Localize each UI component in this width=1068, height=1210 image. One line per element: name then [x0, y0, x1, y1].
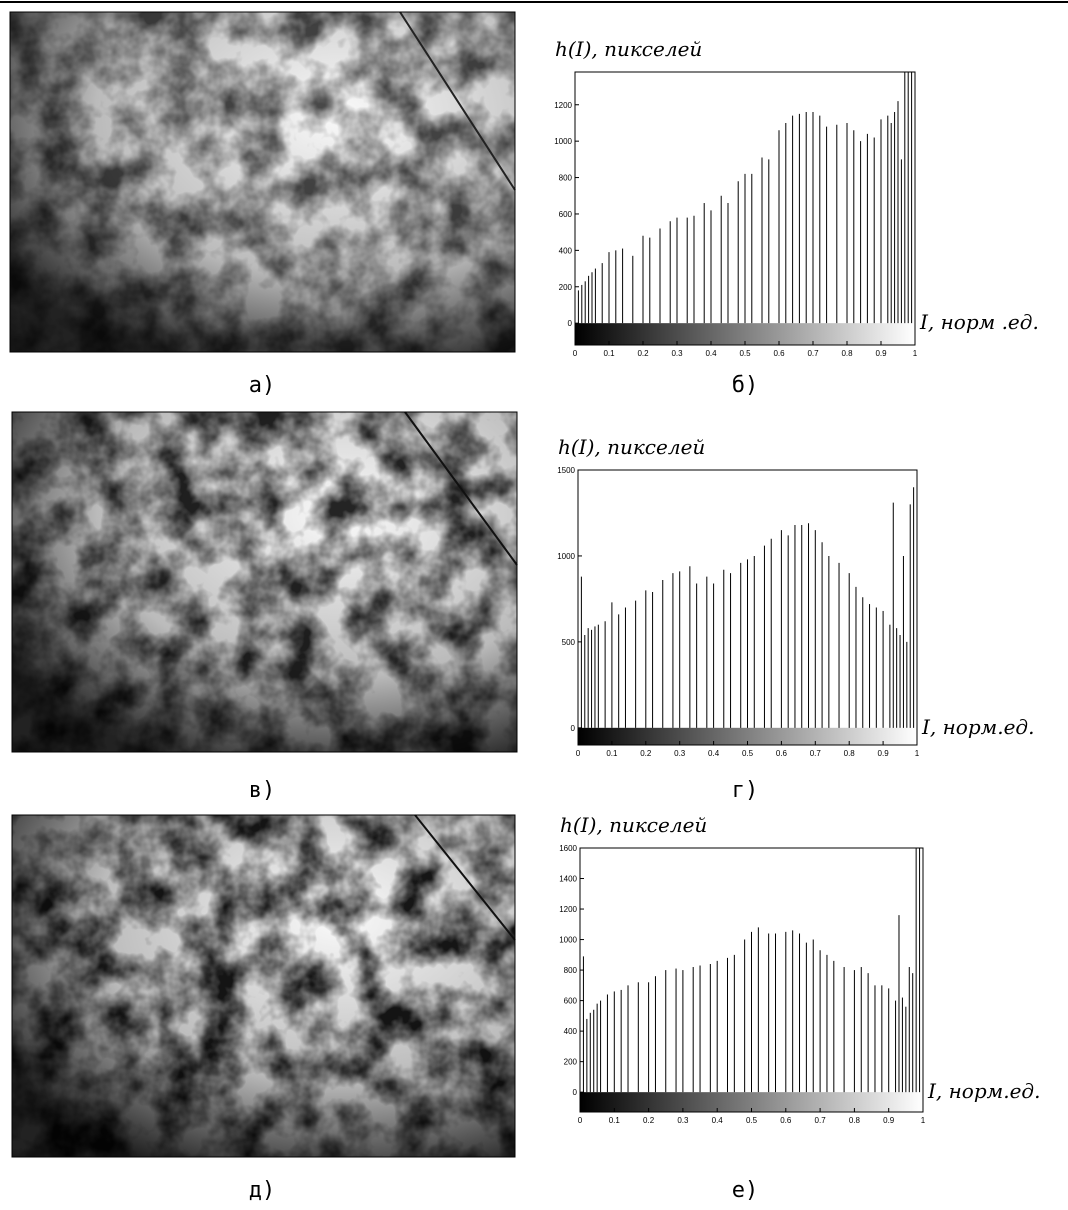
- x-tick-label: 0.3: [677, 1116, 689, 1125]
- x-tick-label: 0: [573, 349, 578, 358]
- x-tick-label: 0.5: [739, 349, 751, 358]
- axes-box: [577, 469, 918, 746]
- image-caption: в): [249, 778, 276, 803]
- y-tick-label: 200: [559, 283, 573, 292]
- x-tick-label: 0.9: [878, 749, 890, 758]
- x-tick-label: 0.2: [637, 349, 649, 358]
- x-tick-label: 0.1: [606, 749, 618, 758]
- intensity-colorbar: [580, 1092, 923, 1112]
- x-tick-label: 0.2: [640, 749, 652, 758]
- image-caption: а): [249, 373, 276, 398]
- axes-box: [579, 847, 924, 1113]
- x-tick-label: 0.6: [773, 349, 785, 358]
- x-axis-label: I, норм.ед.: [927, 1079, 1040, 1103]
- y-axis-label: h(I), пикселей: [555, 37, 702, 61]
- y-tick-label: 1200: [559, 905, 577, 914]
- y-tick-label: 1000: [557, 552, 575, 561]
- x-tick-label: 0.4: [712, 1116, 724, 1125]
- y-tick-label: 800: [564, 966, 578, 975]
- x-axis-label: I, норм .ед.: [919, 310, 1039, 334]
- x-tick-label: 0: [576, 749, 581, 758]
- y-tick-label: 500: [562, 638, 576, 647]
- x-tick-label: 1: [913, 349, 918, 358]
- chart-caption: г): [732, 778, 759, 803]
- y-tick-label: 0: [571, 724, 576, 733]
- y-tick-label: 400: [564, 1027, 578, 1036]
- axes-box: [574, 71, 916, 346]
- image-caption: д): [249, 1178, 276, 1203]
- x-tick-label: 0.1: [603, 349, 615, 358]
- image-a: [9, 11, 516, 353]
- y-tick-label: 600: [559, 210, 573, 219]
- image-d: [11, 814, 516, 1158]
- histogram: 0 200 400 600 800 1000 1200 1400 1600 0 0.1 0.2 0.3 0…: [559, 813, 1040, 1203]
- x-tick-label: 1: [915, 749, 920, 758]
- histogram: 0 200 400 600 800 1000 1200 0 0.1 0.2 0.3 0.4 0.5 0.6…: [554, 37, 1039, 398]
- y-tick-label: 200: [564, 1058, 578, 1067]
- y-tick-label: 0: [568, 319, 573, 328]
- histogram: 0 500 1000 1500 0 0.1 0.2 0.3 0.4 0.5 0.6 0.7 0.8 0.9…: [557, 435, 1034, 803]
- y-tick-label: 1000: [559, 936, 577, 945]
- y-tick-label: 0: [573, 1088, 578, 1097]
- x-tick-label: 0.8: [841, 349, 853, 358]
- y-tick-label: 1600: [559, 844, 577, 853]
- x-tick-label: 0.2: [643, 1116, 655, 1125]
- x-tick-label: 0.4: [708, 749, 720, 758]
- x-axis-label: I, норм.ед.: [921, 715, 1034, 739]
- x-tick-label: 0.8: [849, 1116, 861, 1125]
- y-tick-label: 1400: [559, 875, 577, 884]
- x-tick-label: 0.5: [746, 1116, 758, 1125]
- x-tick-label: 0.7: [810, 749, 822, 758]
- y-tick-label: 1000: [554, 137, 572, 146]
- x-tick-label: 0.8: [844, 749, 856, 758]
- y-tick-label: 1200: [554, 101, 572, 110]
- x-tick-label: 0.9: [883, 1116, 895, 1125]
- x-tick-label: 0.1: [609, 1116, 621, 1125]
- x-tick-label: 0.4: [705, 349, 717, 358]
- y-tick-label: 600: [564, 997, 578, 1006]
- x-tick-label: 0.7: [807, 349, 819, 358]
- intensity-colorbar: [578, 727, 917, 745]
- x-tick-label: 0.3: [674, 749, 686, 758]
- image-v: [11, 411, 518, 753]
- x-tick-label: 0.7: [815, 1116, 827, 1125]
- x-tick-label: 0.6: [780, 1116, 792, 1125]
- x-tick-label: 0.9: [875, 349, 887, 358]
- chart-caption: е): [732, 1178, 759, 1203]
- intensity-colorbar: [575, 323, 915, 345]
- x-tick-label: 1: [921, 1116, 926, 1125]
- y-tick-label: 800: [559, 174, 573, 183]
- chart-caption: б): [732, 373, 759, 398]
- x-tick-label: 0: [578, 1116, 583, 1125]
- y-axis-label: h(I), пикселей: [560, 813, 707, 837]
- x-tick-label: 0.6: [776, 749, 788, 758]
- y-axis-label: h(I), пикселей: [558, 435, 705, 459]
- y-tick-label: 1500: [557, 466, 575, 475]
- y-tick-label: 400: [559, 246, 573, 255]
- x-tick-label: 0.3: [671, 349, 683, 358]
- x-tick-label: 0.5: [742, 749, 754, 758]
